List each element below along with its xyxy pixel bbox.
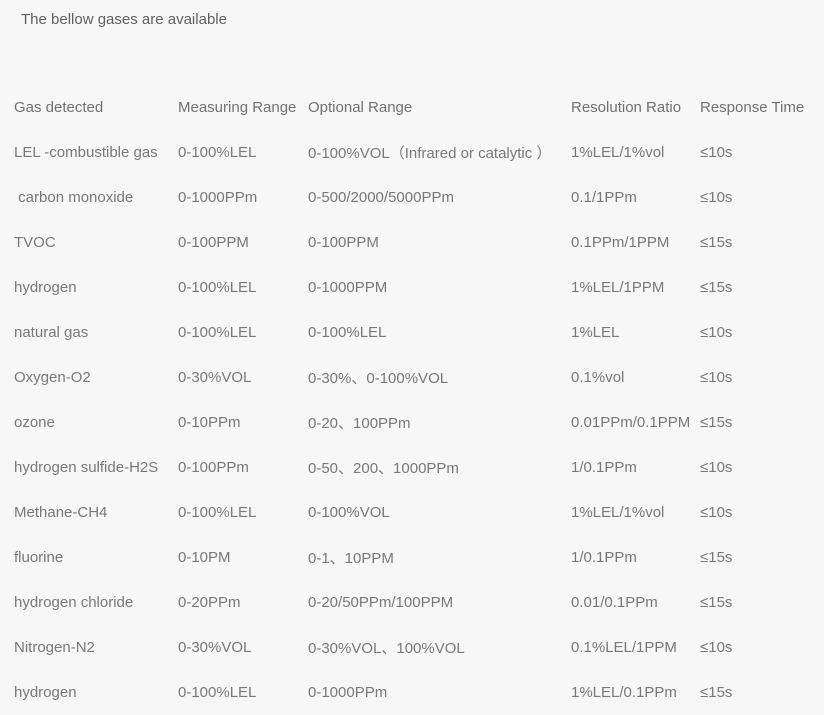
table-cell: 0.1/1PPm (571, 189, 637, 206)
table-cell: Methane-CH4 (14, 504, 108, 521)
table-row: natural gas 0-100%LEL 0-100%LEL 1%LEL ≤10s (14, 310, 824, 355)
table-cell: 1%LEL/1%vol (571, 144, 665, 161)
table-cell: ≤10s (700, 324, 733, 341)
table-cell: hydrogen chloride (14, 594, 134, 611)
table-row: Oxygen-O2 0-30%VOL 0-30%、0-100%VOL 0.1%vol ≤… (14, 355, 824, 400)
table-row: Nitrogen-N2 0-30%VOL 0-30%VOL、100%VOL 0.1%L… (14, 625, 824, 670)
table-row: Methane-CH4 0-100%LEL 0-100%VOL 1%LEL/1%vol… (14, 490, 824, 535)
table-cell: 0-20、100PPm (308, 415, 411, 432)
column-header: Measuring Range (178, 99, 297, 116)
column-header: Optional Range (308, 99, 413, 116)
table-cell: 0-100PPM (178, 234, 249, 251)
table-cell: 0-50、200、1000PPm (308, 460, 459, 477)
table-cell: 0-100%LEL (178, 504, 257, 521)
table-cell: ≤10s (700, 369, 733, 386)
table-cell: 0-100%LEL (308, 324, 387, 341)
table-cell: ≤15s (700, 279, 733, 296)
table-cell: ≤10s (700, 504, 733, 521)
table-cell: 0-100PPM (308, 234, 379, 251)
column-header: Gas detected (14, 99, 104, 116)
table-row: hydrogen chloride 0-20PPm 0-20/50PPm/100PP… (14, 580, 824, 625)
table-cell: 0-10PM (178, 549, 231, 566)
table-cell: 1/0.1PPm (571, 459, 637, 476)
table-cell: 0-1000PPM (308, 279, 388, 296)
table-cell: 0-30%VOL (178, 639, 252, 656)
table-cell: ≤15s (700, 549, 733, 566)
table-row: ozone 0-10PPm 0-20、100PPm 0.01PPm/0.1PPM ≤15… (14, 400, 824, 445)
table-cell: 0-20/50PPm/100PPM (308, 594, 454, 611)
table-cell: 1%LEL/1PPM (571, 279, 665, 296)
table-cell: 0-1000PPm (178, 189, 258, 206)
table-cell: Oxygen-O2 (14, 369, 91, 386)
page-title: The bellow gases are available (21, 11, 227, 28)
table-row: TVOC 0-100PPM 0-100PPM 0.1PPm/1PPM ≤15s (14, 220, 824, 265)
table-cell: 0-1000PPm (308, 684, 388, 701)
table-cell: ≤15s (700, 594, 733, 611)
table-cell: 0.1%vol (571, 369, 625, 386)
table-cell: 1/0.1PPm (571, 549, 637, 566)
table-cell: ozone (14, 414, 55, 431)
table-cell: ≤15s (700, 684, 733, 701)
table-cell: 0-100%LEL (178, 144, 257, 161)
table-header-row: Gas detected Measuring Range Optional Rang… (14, 85, 824, 130)
table-cell: 0.1%LEL/1PPM (571, 639, 677, 656)
table-cell: 0-10PPm (178, 414, 241, 431)
table-row: hydrogen 0-100%LEL 0-1000PPm 1%LEL/0.1PPm ≤1… (14, 670, 824, 715)
table-cell: ≤15s (700, 234, 733, 251)
gas-spec-table: Gas detected Measuring Range Optional Rang… (14, 85, 824, 715)
table-row: fluorine 0-10PM 0-1、10PPM 1/0.1PPm ≤15s (14, 535, 824, 580)
table-cell: 1%LEL/0.1PPm (571, 684, 677, 701)
table-cell: 0-100%LEL (178, 684, 257, 701)
table-cell: ≤10s (700, 459, 733, 476)
table-cell: 0-30%VOL、100%VOL (308, 640, 465, 657)
table-cell: ≤10s (700, 144, 733, 161)
table-cell: hydrogen (14, 279, 77, 296)
table-cell: fluorine (14, 549, 64, 566)
table-row: carbon monoxide 0-1000PPm 0-500/2000/5000P… (14, 175, 824, 220)
table-body: LEL -combustible gas 0-100%LEL 0-100%VOL（I… (14, 130, 824, 715)
table-cell: hydrogen sulfide-H2S (14, 459, 159, 476)
table-cell: 0-500/2000/5000PPm (308, 189, 454, 206)
table-row: hydrogen sulfide-H2S 0-100PPm 0-50、200、100… (14, 445, 824, 490)
table-cell: ≤15s (700, 414, 733, 431)
table-cell: LEL -combustible gas (14, 144, 158, 161)
table-cell: 0.01/0.1PPm (571, 594, 658, 611)
table-cell: ≤10s (700, 639, 733, 656)
table-cell: 1%LEL (571, 324, 620, 341)
table-cell: 0-30%、0-100%VOL (308, 370, 449, 387)
table-row: LEL -combustible gas 0-100%LEL 0-100%VOL（I… (14, 130, 824, 175)
table-cell: 0-100%VOL (308, 504, 390, 521)
table-cell: 0.1PPm/1PPM (571, 234, 670, 251)
table-cell: 0-100%LEL (178, 279, 257, 296)
table-cell: 0-20PPm (178, 594, 241, 611)
table-cell: carbon monoxide (14, 189, 134, 206)
table-cell: 0-100%LEL (178, 324, 257, 341)
table-cell: ≤10s (700, 189, 733, 206)
table-cell: 0-100PPm (178, 459, 249, 476)
column-header: Response Time (700, 99, 805, 116)
table-cell: 0-100%VOL（Infrared or catalytic ） (308, 145, 552, 162)
table-cell: natural gas (14, 324, 89, 341)
column-header: Resolution Ratio (571, 99, 682, 116)
table-cell: Nitrogen-N2 (14, 639, 95, 656)
table-cell: 0-1、10PPM (308, 550, 394, 567)
table-cell: 1%LEL/1%vol (571, 504, 665, 521)
table-cell: 0.01PPm/0.1PPM (571, 414, 691, 431)
table-cell: 0-30%VOL (178, 369, 252, 386)
table-row: hydrogen 0-100%LEL 0-1000PPM 1%LEL/1PPM ≤15s (14, 265, 824, 310)
table-cell: hydrogen (14, 684, 77, 701)
table-cell: TVOC (14, 234, 56, 251)
